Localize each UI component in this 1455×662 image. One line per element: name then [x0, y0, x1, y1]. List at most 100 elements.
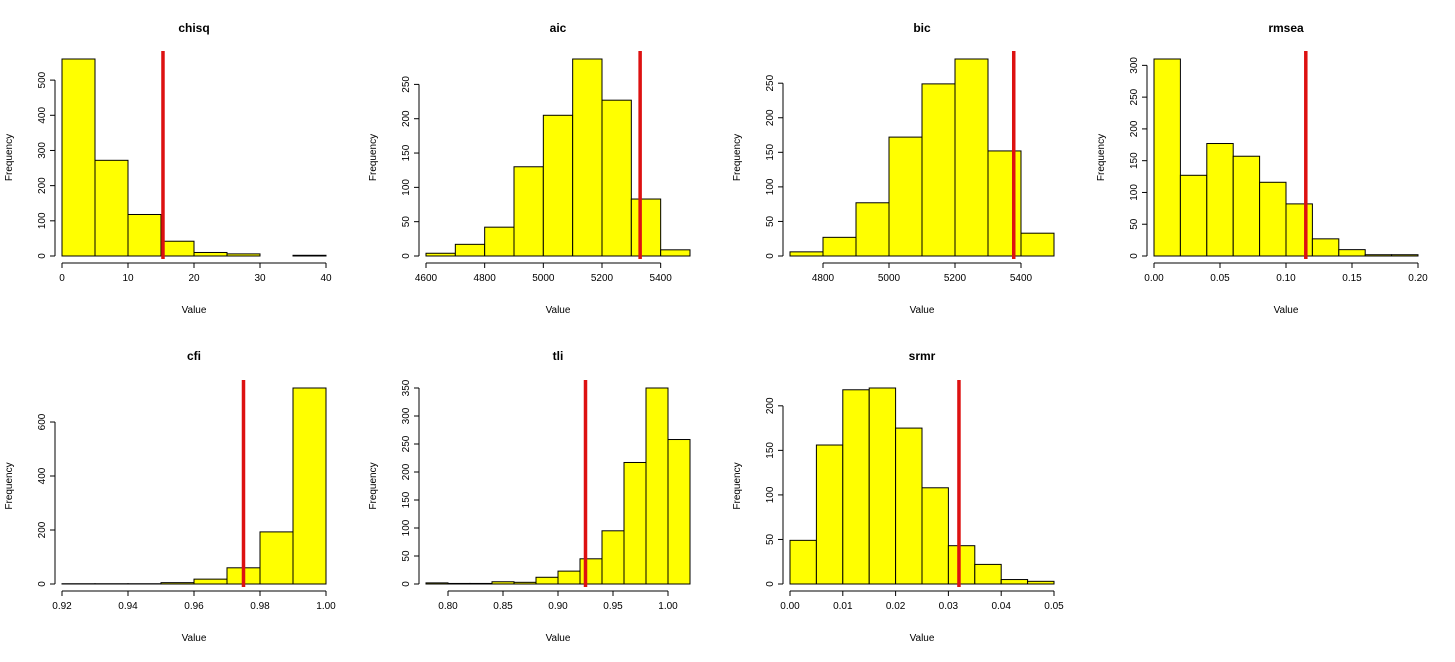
x-tick-label: 4600 — [415, 273, 438, 284]
x-axis-label: Value — [182, 305, 207, 316]
histogram-bar — [514, 167, 543, 256]
x-axis-label: Value — [910, 633, 935, 644]
histogram-bar — [922, 84, 955, 256]
x-tick-label: 0.03 — [939, 601, 959, 612]
y-axis-label: Frequency — [732, 462, 743, 509]
x-tick-label: 0.02 — [886, 601, 906, 612]
x-tick-label: 5400 — [1010, 273, 1033, 284]
histogram-bar — [1154, 59, 1180, 256]
histogram-bar — [1207, 144, 1233, 256]
histogram-bar — [492, 582, 514, 584]
histogram-bar — [602, 531, 624, 584]
y-tick-label: 150 — [1129, 152, 1140, 169]
histogram-bar — [128, 214, 161, 256]
histogram-bar — [62, 59, 95, 256]
y-tick-label: 150 — [401, 491, 412, 508]
histogram-bar — [1339, 250, 1365, 256]
histogram-bar — [869, 388, 895, 584]
histogram-bar — [95, 160, 128, 256]
histogram-bar — [948, 546, 974, 584]
histogram-bar — [293, 388, 326, 584]
histogram-bar — [1392, 255, 1418, 256]
panel-title: cfi — [187, 349, 201, 363]
x-tick-label: 0.00 — [780, 601, 800, 612]
histogram-bar — [1286, 204, 1312, 256]
y-tick-label: 200 — [1129, 120, 1140, 137]
x-tick-label: 1.00 — [658, 601, 678, 612]
y-tick-label: 200 — [765, 397, 776, 414]
y-tick-label: 0 — [401, 253, 412, 259]
x-tick-label: 1.00 — [316, 601, 336, 612]
histogram-bar — [260, 532, 293, 584]
histogram-bar — [1260, 182, 1286, 256]
histogram-bar — [161, 583, 194, 584]
y-tick-label: 100 — [37, 212, 48, 229]
x-axis-label: Value — [546, 633, 571, 644]
y-tick-label: 150 — [401, 144, 412, 161]
y-tick-label: 200 — [401, 463, 412, 480]
histogram-bar — [955, 59, 988, 256]
y-tick-label: 200 — [401, 110, 412, 127]
x-tick-label: 30 — [254, 273, 266, 284]
x-tick-label: 4800 — [812, 273, 835, 284]
y-tick-label: 300 — [1129, 57, 1140, 74]
y-axis-label: Frequency — [4, 134, 15, 181]
y-tick-label: 100 — [1129, 184, 1140, 201]
histogram-bar — [573, 59, 602, 256]
y-tick-label: 150 — [765, 144, 776, 161]
x-tick-label: 20 — [188, 273, 200, 284]
y-tick-label: 50 — [1129, 218, 1140, 230]
histogram-bar — [922, 488, 948, 584]
histogram-bar — [668, 440, 690, 584]
histogram-bar — [661, 250, 690, 256]
y-axis-label: Frequency — [368, 134, 379, 181]
y-tick-label: 50 — [765, 533, 776, 545]
y-tick-label: 400 — [37, 107, 48, 124]
panel-title: rmsea — [1268, 21, 1304, 35]
histogram-bar — [843, 390, 869, 584]
y-tick-label: 100 — [765, 178, 776, 195]
y-axis-label: Frequency — [368, 462, 379, 509]
y-tick-label: 300 — [37, 142, 48, 159]
y-tick-label: 0 — [401, 581, 412, 587]
histogram-bar — [602, 100, 631, 256]
y-tick-label: 0 — [765, 581, 776, 587]
histogram-bar — [161, 241, 194, 256]
histogram-bar — [1001, 580, 1027, 584]
x-tick-label: 5200 — [944, 273, 967, 284]
histogram-bar — [816, 445, 842, 584]
histogram-bar — [1028, 581, 1054, 584]
histogram-bar — [558, 571, 580, 584]
histogram-bar — [194, 579, 227, 584]
histogram-bar — [1021, 233, 1054, 256]
x-tick-label: 0.85 — [493, 601, 513, 612]
y-tick-label: 0 — [765, 253, 776, 259]
y-tick-label: 100 — [401, 179, 412, 196]
x-tick-label: 5000 — [878, 273, 901, 284]
x-tick-label: 0.96 — [184, 601, 204, 612]
histogram-bar — [194, 252, 227, 256]
histogram-bar — [631, 199, 660, 256]
x-tick-label: 5200 — [591, 273, 614, 284]
x-tick-label: 0.20 — [1408, 273, 1428, 284]
y-tick-label: 300 — [401, 407, 412, 424]
x-tick-label: 0.00 — [1144, 273, 1164, 284]
histogram-bar — [470, 583, 492, 584]
histogram-bar — [790, 540, 816, 584]
panel-title: srmr — [909, 349, 936, 363]
histogram-bar — [536, 577, 558, 584]
x-tick-label: 0.01 — [833, 601, 853, 612]
y-axis-label: Frequency — [1096, 134, 1107, 181]
x-tick-label: 0.05 — [1044, 601, 1064, 612]
panel-title: bic — [913, 21, 931, 35]
x-axis-label: Value — [910, 305, 935, 316]
y-tick-label: 250 — [401, 435, 412, 452]
x-tick-label: 0.90 — [548, 601, 568, 612]
x-axis-label: Value — [1274, 305, 1299, 316]
histogram-bar — [988, 151, 1021, 256]
